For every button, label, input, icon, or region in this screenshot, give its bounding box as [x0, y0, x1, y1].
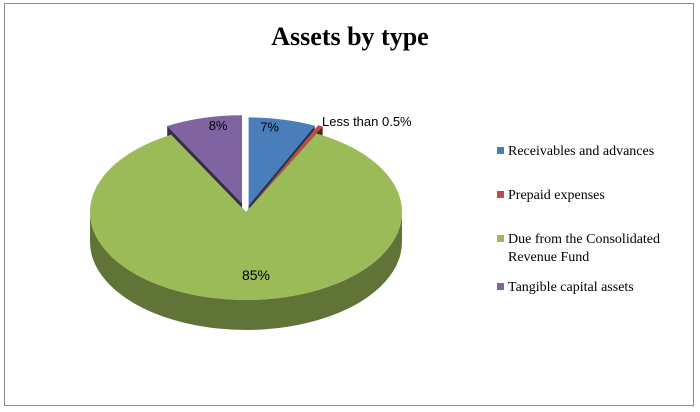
slice-receivables-and-advances — [248, 117, 315, 206]
legend-swatch — [497, 191, 504, 198]
chart-title: Assets by type — [271, 22, 428, 51]
legend-swatch — [497, 283, 504, 290]
legend-item-prepaid-expenses: Prepaid expenses — [497, 188, 605, 203]
legend-label: Tangible capital assets — [508, 280, 634, 295]
slice-prepaid-expenses — [252, 125, 323, 205]
legend-label: Prepaid expenses — [508, 188, 605, 203]
pie-group: 7% Less than 0.5% 85% 8% — [89, 114, 412, 330]
slice-side-due-from-the-consolidated-revenue-fund — [90, 212, 402, 330]
legend-item-tangible-capital-assets: Tangible capital assets — [497, 280, 634, 295]
data-label-prepaid-expenses: Less than 0.5% — [322, 114, 412, 129]
slice-due-from-the-consolidated-revenue-fund — [89, 133, 402, 300]
legend-item-receivables-and-advances: Receivables and advances — [497, 144, 654, 159]
legend-swatch — [497, 235, 504, 242]
legend-swatch — [497, 147, 504, 154]
legend-label: Due from the Consolidated — [508, 232, 660, 247]
legend-item-due-from-the-consolidated-revenue-fund: Due from the Consolidated Revenue Fund — [497, 232, 660, 265]
legend: Receivables and advances Prepaid expenses… — [497, 144, 660, 295]
legend-label: Receivables and advances — [508, 144, 654, 159]
legend-label: Revenue Fund — [508, 250, 589, 265]
data-label-receivables-and-advances: 7% — [260, 119, 279, 134]
data-label-tangible-capital-assets: 8% — [209, 118, 228, 133]
slice-tangible-capital-assets — [167, 115, 243, 204]
data-label-due-from-the-consolidated-revenue-fund: 85% — [242, 267, 270, 283]
